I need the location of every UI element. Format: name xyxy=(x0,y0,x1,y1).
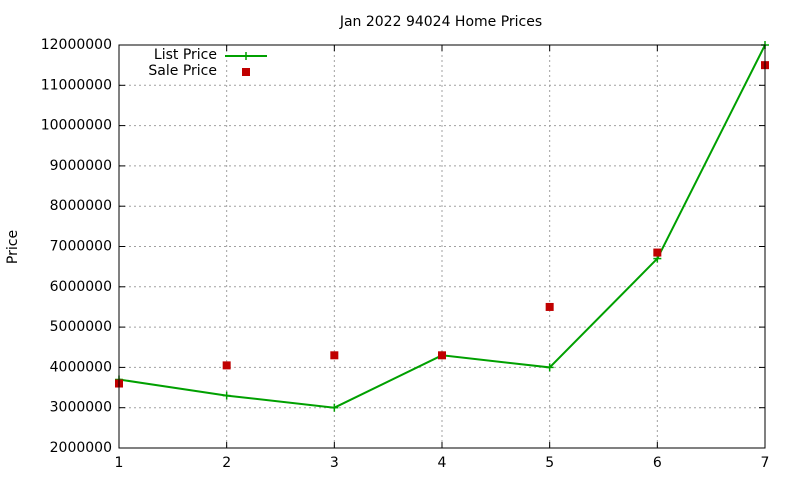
data-point-sale-price xyxy=(222,361,231,370)
data-point-sale-price xyxy=(438,351,446,360)
x-tick-label: 1 xyxy=(115,455,124,471)
tick-layer: 2000000 3000000 4000000 5000000 6000000 70000… xyxy=(41,37,770,471)
y-tick-label: 4000000 xyxy=(50,359,112,375)
y-tick-label: 11000000 xyxy=(41,77,112,93)
y-tick-label: 7000000 xyxy=(50,239,112,255)
y-tick-label: 10000000 xyxy=(41,118,112,134)
y-tick-label: 6000000 xyxy=(50,279,112,295)
data-point-list-price xyxy=(330,403,339,412)
y-tick-label: 8000000 xyxy=(50,198,112,214)
y-tick-label: 3000000 xyxy=(50,400,112,416)
data-point-sale-price xyxy=(545,302,554,311)
y-tick-label: 5000000 xyxy=(50,319,112,335)
y-tick-label: 9000000 xyxy=(50,158,112,174)
y-tick-label: 12000000 xyxy=(41,37,112,53)
data-point-sale-price xyxy=(330,351,339,360)
x-tick-label: 5 xyxy=(545,455,554,471)
x-tick-label: 3 xyxy=(330,455,339,471)
data-point-list-price xyxy=(222,391,231,400)
y-axis-label: Price xyxy=(5,230,21,264)
data-point-sale-price xyxy=(653,248,662,257)
x-tick-label: 2 xyxy=(222,455,231,471)
chart-title: Jan 2022 94024 Home Prices xyxy=(339,14,542,30)
data-point-list-price xyxy=(545,363,554,372)
y-tick-label: 2000000 xyxy=(50,440,112,456)
legend-label-sale-price: Sale Price xyxy=(148,63,217,79)
x-tick-label: 7 xyxy=(761,455,770,471)
x-tick-label: 4 xyxy=(438,455,447,471)
plot-frame xyxy=(118,44,766,449)
legend-label-list-price: List Price xyxy=(154,47,217,63)
legend-marker-list-price xyxy=(242,52,250,60)
legend: List Price Sale Price xyxy=(148,47,267,79)
x-tick-label: 6 xyxy=(653,455,662,471)
legend-marker-sale-price xyxy=(242,68,250,76)
grid-layer xyxy=(119,45,765,448)
